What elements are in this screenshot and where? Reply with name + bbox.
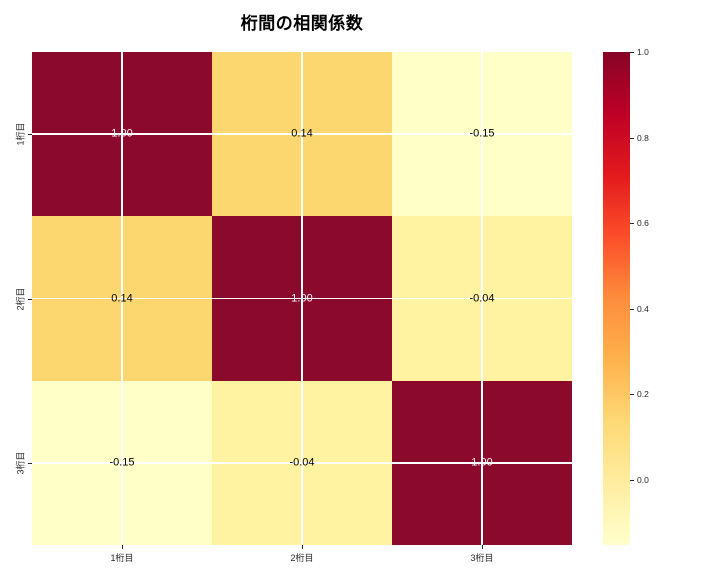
gridline-horizontal: [32, 133, 572, 135]
cell-value-r2c2: 1.00: [471, 456, 493, 469]
y-tick-mark: [28, 134, 32, 136]
colorbar-tick-mark: [630, 394, 634, 396]
colorbar-tick-label: 0.2: [637, 389, 649, 400]
x-tick-label: 3桁目: [470, 553, 494, 563]
colorbar-tick-label: 0.8: [637, 132, 649, 143]
colorbar-tick-mark: [630, 137, 634, 139]
gridline-horizontal: [32, 462, 572, 464]
cell-value-r0c0: 1.00: [111, 127, 133, 140]
colorbar-gradient: [603, 52, 630, 545]
gridline-horizontal: [32, 297, 572, 300]
colorbar-tick-mark: [630, 479, 634, 481]
y-tick-mark: [28, 462, 32, 464]
cell-value-r0c1: 0.14: [291, 127, 313, 140]
x-tick-mark: [302, 545, 303, 549]
cell-value-r0c2: -0.15: [469, 127, 495, 140]
y-tick-mark: [28, 298, 32, 300]
colorbar-tick-mark: [630, 308, 634, 310]
x-tick-label: 2桁目: [290, 553, 314, 563]
x-tick-mark: [122, 545, 123, 549]
colorbar-tick-label: 0.4: [637, 303, 649, 314]
y-tick-label: 2桁目: [15, 286, 26, 311]
cell-value-r1c0: 0.14: [111, 292, 133, 304]
cell-value-r1c2: -0.04: [469, 292, 495, 304]
colorbar-tick-mark: [630, 223, 634, 225]
cell-value-r2c1: -0.04: [289, 456, 315, 469]
cell-value-r2c0: -0.15: [109, 456, 135, 469]
colorbar-tick-label: 0.0: [637, 474, 649, 485]
heatmap-plot: 1.00 0.14 -0.15 0.14 1.00 -0.04 -0.15 -0.04 1.00: [32, 52, 572, 545]
colorbar-tick-mark: [630, 52, 634, 53]
x-tick-label: 1桁目: [110, 553, 134, 563]
chart-title: 桁間の相関係数: [240, 14, 364, 33]
colorbar-tick-label: 1.0: [637, 47, 649, 57]
x-tick-mark: [482, 545, 483, 549]
cell-value-r1c1: 1.00: [291, 292, 313, 304]
y-tick-label: 3桁目: [15, 451, 26, 475]
colorbar-tick-label: 0.6: [637, 218, 649, 229]
y-tick-label: 1桁目: [15, 122, 26, 146]
